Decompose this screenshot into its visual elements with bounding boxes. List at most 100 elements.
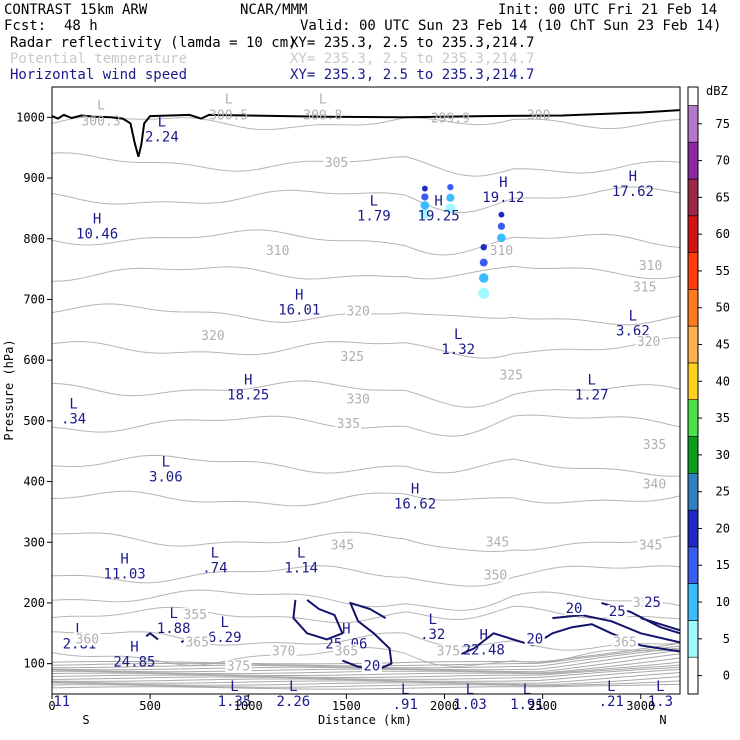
wind-extremum-type: L xyxy=(587,372,595,388)
wind-extremum-value: 1.03 xyxy=(453,697,487,713)
wind-extremum-type: L xyxy=(629,309,637,325)
wind-extremum-value: 22.48 xyxy=(463,642,505,658)
theta-contour-label: 375 xyxy=(227,660,250,675)
theta-contour-label: 345 xyxy=(639,538,662,553)
theta-label-bg xyxy=(184,635,211,649)
theta-label-bg xyxy=(641,438,668,452)
wind-extremum-type: L xyxy=(289,679,297,695)
wind-extremum-value: 1.88 xyxy=(157,621,191,637)
wind-label-bg xyxy=(524,632,545,646)
colorbar-swatch xyxy=(687,472,699,511)
theta-contour-label: 310 xyxy=(490,244,513,259)
init-time: Init: 00 UTC Fri 21 Feb 14 xyxy=(498,2,717,18)
theta-contour-label: 320 xyxy=(201,329,224,344)
colorbar-swatch xyxy=(687,362,699,400)
theta-contour xyxy=(52,380,680,408)
theta-label-bg xyxy=(345,304,372,318)
theta-contour-label: 320 xyxy=(346,305,369,320)
theta-contour-label: 355 xyxy=(184,608,207,623)
theta-extremum-value: 300 xyxy=(527,108,550,123)
theta-label-bg xyxy=(182,608,209,622)
colorbar-swatch xyxy=(687,620,699,658)
theta-label-bg xyxy=(345,392,372,406)
colorbar-level-label: 60 xyxy=(716,227,730,241)
theta-contour-upper xyxy=(52,661,680,676)
reflectivity-cell-2 xyxy=(445,203,456,214)
theta-contour-label: 335 xyxy=(643,438,666,453)
contour-labels: H24.85L2.81L6.29L1.88H25.06L.32H22.48H11… xyxy=(53,92,673,713)
field-wind-xy: XY= 235.3, 2.5 to 235.3,214.7 xyxy=(290,67,534,83)
wind-extremum-type: L xyxy=(607,679,615,695)
theta-label-bg xyxy=(335,416,362,430)
wind-extremum-type: L xyxy=(169,606,177,622)
reflectivity-cell-3 xyxy=(480,243,487,251)
wind-extremum-value: 1.91 xyxy=(510,697,544,713)
reflectivity-cell-1 xyxy=(420,201,430,210)
theta-label-bg xyxy=(329,538,356,552)
colorbar-level-label: 45 xyxy=(716,338,730,352)
theta-contour-label: 325 xyxy=(341,350,364,365)
theta-contour-upper xyxy=(52,666,680,680)
theta-contour-label: 365 xyxy=(335,645,358,660)
theta-contour xyxy=(52,589,680,611)
wind-extremum-type: L xyxy=(69,397,77,413)
wind-extremum-value: 6.29 xyxy=(208,630,242,646)
wind-contour xyxy=(292,599,344,641)
wind-extremum-type: H xyxy=(342,621,350,637)
theta-label-bg xyxy=(339,350,366,364)
wind-contour-label: 20 xyxy=(363,659,380,675)
y-axis-label: Pressure (hPa) xyxy=(2,339,16,440)
wind-extremum-value: .34 xyxy=(61,412,86,428)
theta-extremum-value: 300.8 xyxy=(303,108,342,123)
wind-extremum-value: .74 xyxy=(202,560,227,576)
theta-label-bg xyxy=(323,155,350,169)
theta-label-bg xyxy=(498,368,525,382)
forecast-hours: 48 h xyxy=(64,18,98,34)
theta-extremum-value: 299.9 xyxy=(431,111,470,126)
colorbar-swatch xyxy=(687,325,699,364)
reflectivity-cell-2 xyxy=(446,193,455,202)
theta-contour xyxy=(52,631,680,651)
wind-contour-label: 25 xyxy=(644,595,661,611)
field-reflectivity-name: Radar reflectivity (lamda = 10 cm) xyxy=(10,35,297,51)
theta-contour xyxy=(52,229,680,256)
reflectivity-cells xyxy=(419,183,507,299)
wind-label-bg xyxy=(361,659,382,673)
y-tick-label: 200 xyxy=(23,596,45,610)
theta-extremum-value: 300.5 xyxy=(209,108,248,123)
wind-extremum-type: L xyxy=(523,682,531,698)
wind-extremum-type: H xyxy=(480,627,488,643)
wind-extremum-value: 24.85 xyxy=(113,655,155,671)
wind-extremum-type: L xyxy=(220,615,228,631)
wind-extremum-value: 1.27 xyxy=(575,387,609,403)
theta-label-bg xyxy=(488,243,515,257)
reflectivity-cell-2 xyxy=(447,183,454,191)
wind-extremum-value: 1.32 xyxy=(441,342,475,358)
wind-extremum-value: 16.01 xyxy=(278,302,320,318)
wind-extremum-value: 10.46 xyxy=(76,227,118,243)
terrain xyxy=(52,109,680,158)
reflectivity-cell-3 xyxy=(479,273,489,283)
x-tick-label: 2000 xyxy=(430,699,459,713)
wind-extremum-type: H xyxy=(295,287,303,303)
wind-contour xyxy=(180,639,185,644)
colorbar-unit: dBZ xyxy=(706,84,728,98)
field-wind-name: Horizontal wind speed xyxy=(10,67,187,83)
wind-contour xyxy=(552,614,680,644)
y-tick-label: 300 xyxy=(23,535,45,549)
theta-contour xyxy=(52,565,680,587)
wind-extremum-type: H xyxy=(130,640,138,656)
theta-extremum-type: L xyxy=(97,98,105,113)
wind-contour xyxy=(640,617,680,632)
field-theta-xy: XY= 235.3, 2.5 to 235.3,214.7 xyxy=(290,51,534,67)
reflectivity-cell-3 xyxy=(478,287,490,299)
theta-label-bg xyxy=(635,334,662,348)
colorbar-swatch xyxy=(687,288,699,327)
colorbar-level-label: 55 xyxy=(716,264,730,278)
wind-extremum-value: 2.26 xyxy=(277,694,311,710)
wind-contour-label: 20 xyxy=(526,631,543,647)
colorbar-swatch xyxy=(687,436,699,474)
x-tick-label: 3000 xyxy=(626,699,655,713)
theta-label-bg xyxy=(74,632,101,646)
colorbar-level-label: 5 xyxy=(723,632,730,646)
